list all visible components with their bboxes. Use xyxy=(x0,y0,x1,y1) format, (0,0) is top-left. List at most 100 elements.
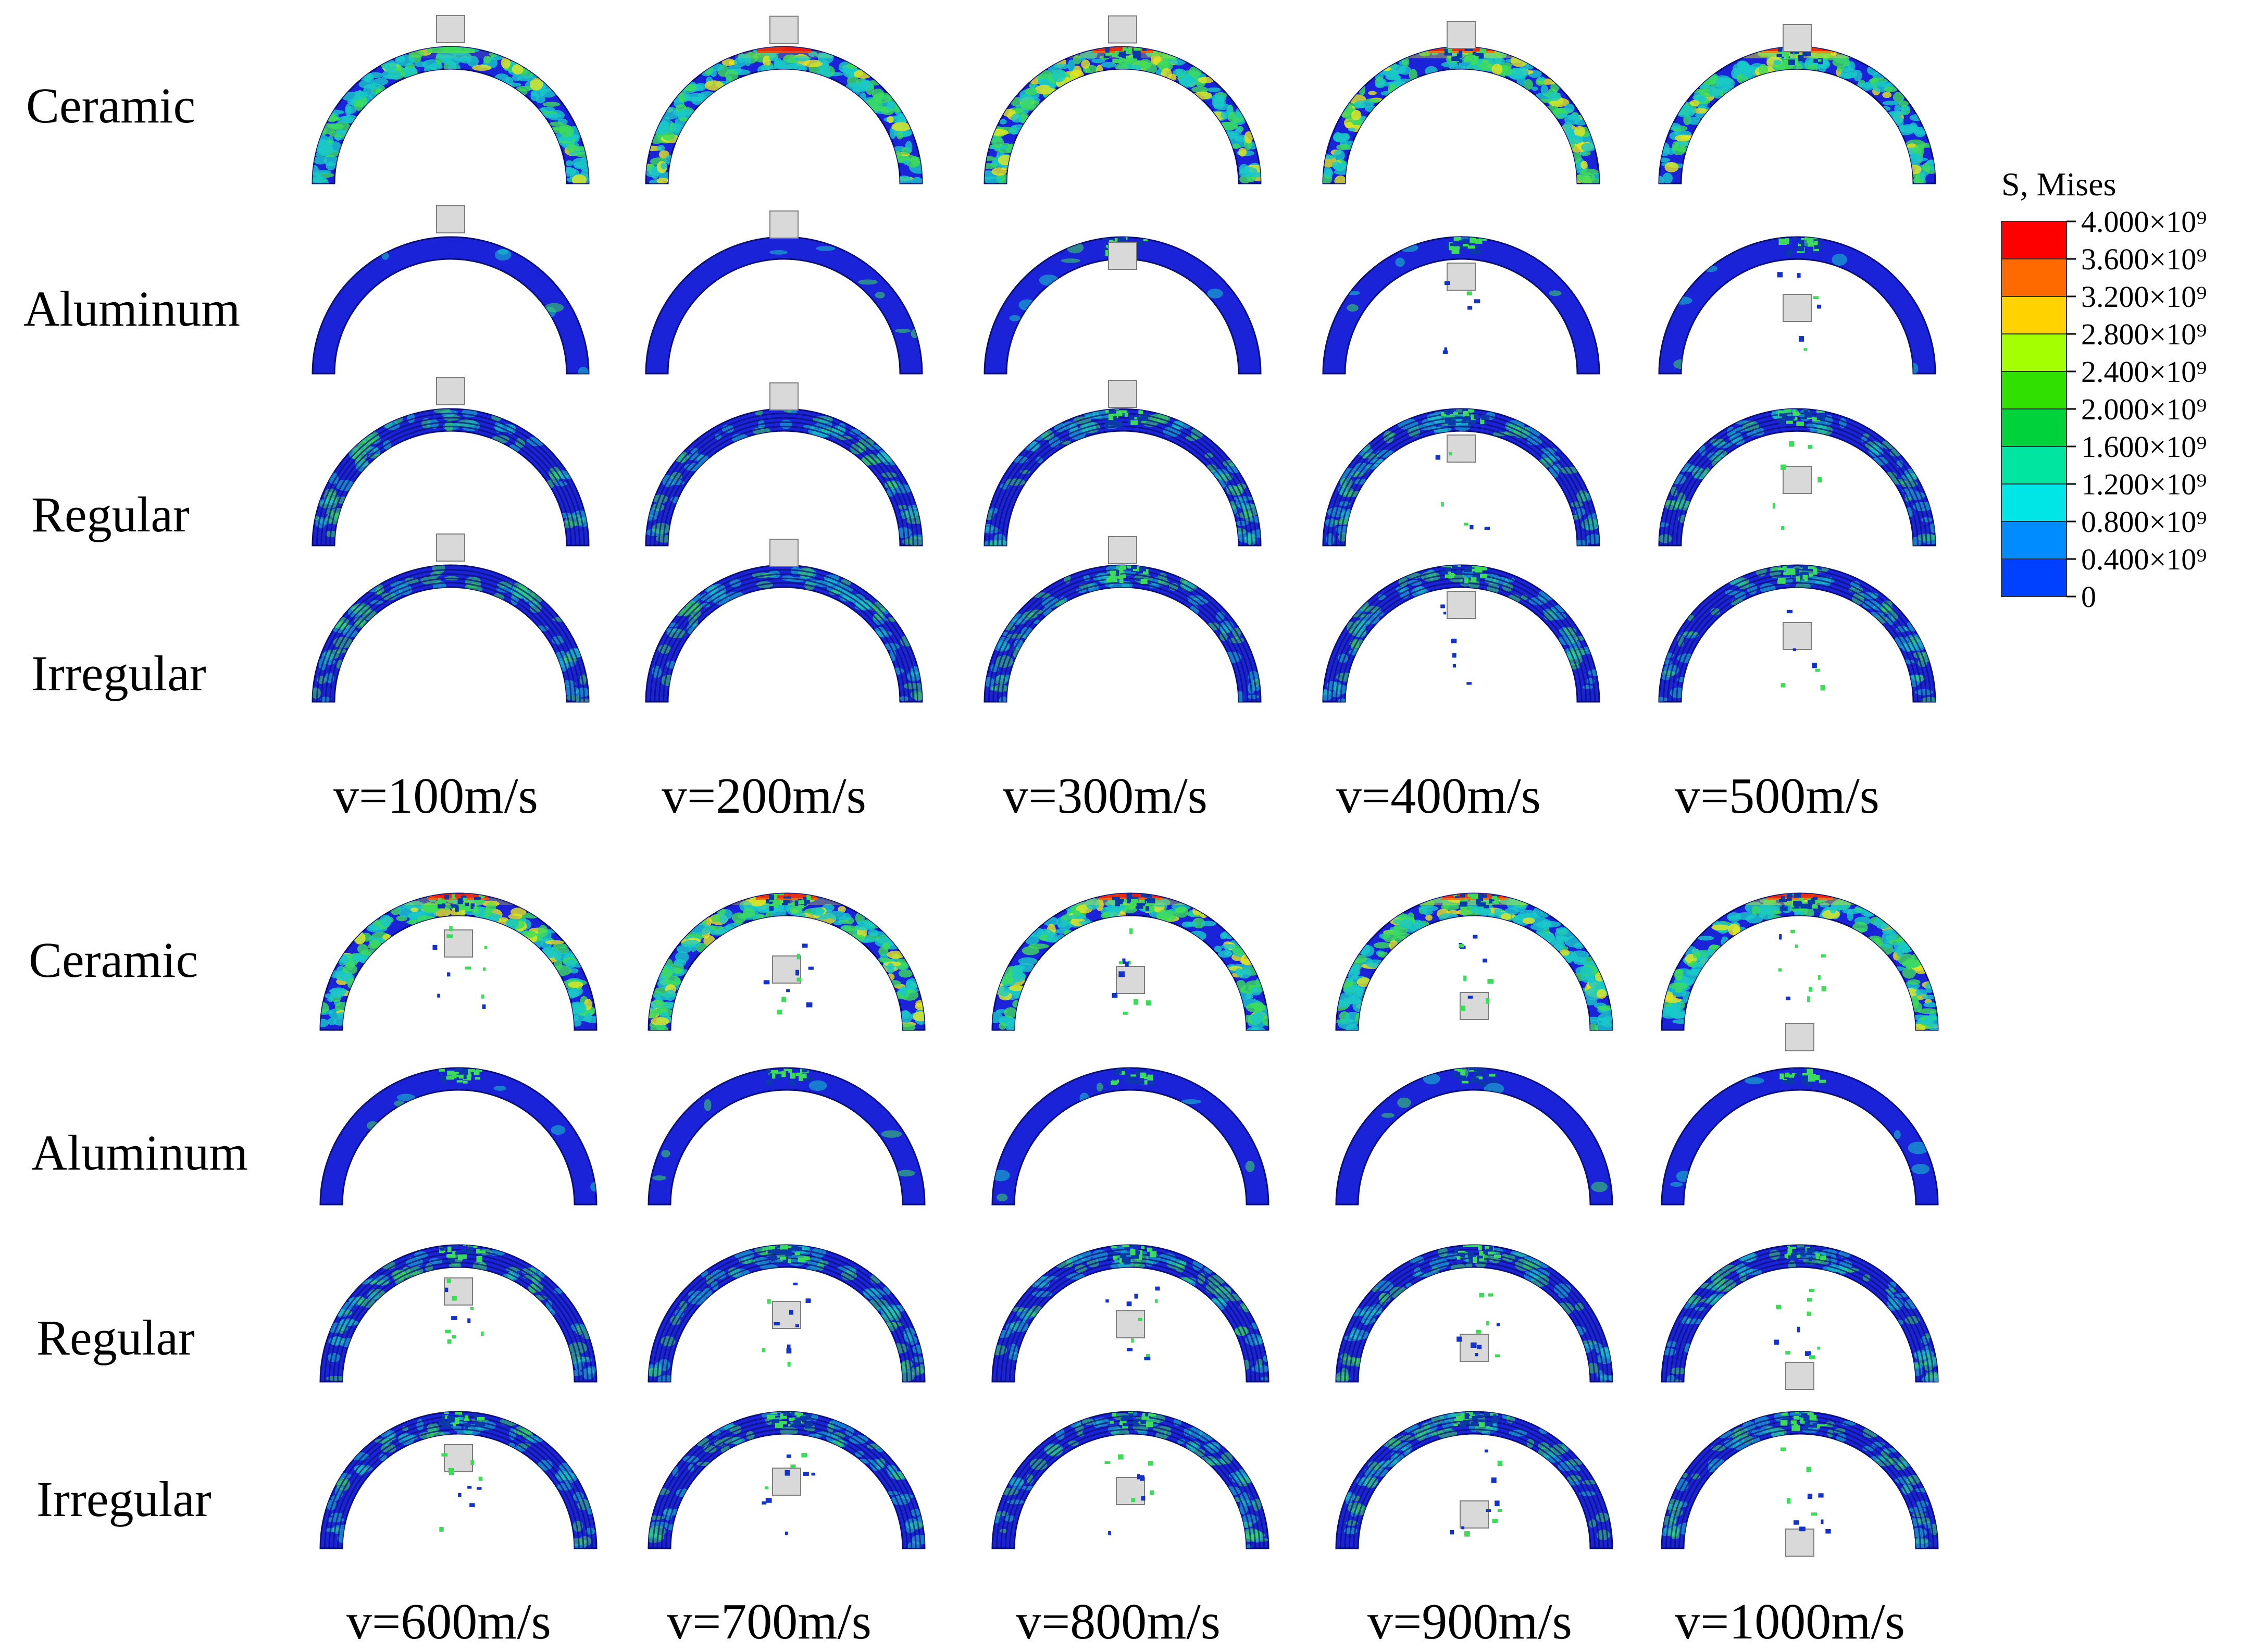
projectile xyxy=(1783,466,1812,494)
arch-0-3-2 xyxy=(983,536,1262,703)
row-label-aluminum: Aluminum xyxy=(23,281,240,337)
legend-tick-label: 1.600×10⁹ xyxy=(2081,430,2207,464)
arch-0-1-0 xyxy=(312,205,590,375)
projectile xyxy=(1116,966,1145,994)
arch-1-3-2 xyxy=(991,1411,1269,1549)
arch-body xyxy=(1658,236,1936,375)
arch-1-0-3 xyxy=(1335,892,1613,1031)
arch-1-1-2 xyxy=(991,1067,1269,1206)
velocity-label: v=200m/s xyxy=(662,768,866,824)
arch-0-0-1 xyxy=(645,16,923,184)
legend-tick-label: 2.800×10⁹ xyxy=(2081,317,2207,351)
arch-0-2-2 xyxy=(983,380,1262,546)
arch-body xyxy=(319,1067,597,1206)
projectile xyxy=(444,1444,473,1472)
projectile xyxy=(1108,15,1137,44)
arch-1-3-3 xyxy=(1335,1411,1613,1549)
row-label-ceramic: Ceramic xyxy=(29,932,198,988)
arch-0-1-1 xyxy=(645,210,923,375)
arch-body xyxy=(645,236,923,375)
legend-tick-label: 4.000×10⁹ xyxy=(2081,205,2207,239)
legend-swatch xyxy=(2001,333,2067,372)
arch-body xyxy=(1661,1067,1939,1206)
legend-tick-label: 0.400×10⁹ xyxy=(2081,542,2207,576)
legend-tick-label: 3.600×10⁹ xyxy=(2081,242,2207,276)
row-label-irregular: Irregular xyxy=(31,645,206,701)
arch-1-1-4 xyxy=(1661,1067,1939,1206)
projectile xyxy=(769,16,799,44)
velocity-label: v=300m/s xyxy=(1003,768,1207,824)
projectile xyxy=(436,15,465,43)
arch-1-0-0 xyxy=(319,892,597,1031)
legend-swatch xyxy=(2001,446,2067,485)
row-label-aluminum: Aluminum xyxy=(31,1125,248,1181)
velocity-label: v=100m/s xyxy=(333,768,538,824)
arch-1-0-4 xyxy=(1661,892,1939,1051)
legend-tick-label: 2.000×10⁹ xyxy=(2081,392,2207,426)
arch-0-1-2 xyxy=(983,236,1262,375)
velocity-label: v=500m/s xyxy=(1675,768,1879,824)
row-label-regular: Regular xyxy=(31,487,190,542)
projectile xyxy=(1108,536,1137,564)
velocity-label: v=900m/s xyxy=(1367,1594,1572,1650)
arch-1-2-0 xyxy=(319,1244,597,1383)
velocity-label: v=700m/s xyxy=(667,1594,872,1650)
projectile xyxy=(1785,1023,1814,1051)
arch-1-3-1 xyxy=(648,1411,926,1549)
velocity-label: v=1000m/s xyxy=(1675,1594,1905,1650)
velocity-label: v=600m/s xyxy=(346,1594,551,1650)
arch-body xyxy=(1661,1244,1939,1383)
legend-swatch xyxy=(2001,483,2067,522)
legend-swatch xyxy=(2001,371,2067,409)
legend-swatch xyxy=(2001,221,2067,259)
projectile xyxy=(444,929,473,958)
legend-tick-label: 3.200×10⁹ xyxy=(2081,280,2207,314)
arch-1-1-0 xyxy=(319,1067,597,1206)
arch-1-3-0 xyxy=(319,1411,597,1549)
arch-1-2-2 xyxy=(991,1244,1269,1383)
projectile xyxy=(1785,1529,1814,1557)
projectile xyxy=(1108,380,1137,408)
arch-1-0-2 xyxy=(991,892,1269,1031)
arch-0-2-1 xyxy=(645,382,923,546)
arch-0-2-0 xyxy=(312,377,590,546)
legend-swatch xyxy=(2001,296,2067,334)
arch-body xyxy=(983,236,1262,375)
arch-body xyxy=(645,408,923,546)
projectile xyxy=(1116,1477,1145,1505)
projectile xyxy=(1116,1310,1145,1338)
projectile xyxy=(1447,434,1476,463)
row-label-regular: Regular xyxy=(36,1310,195,1365)
legend-swatch xyxy=(2001,558,2067,597)
projectile xyxy=(436,205,465,233)
legend-tick-label: 2.400×10⁹ xyxy=(2081,355,2207,389)
projectile xyxy=(1447,263,1476,291)
arch-0-1-3 xyxy=(1322,236,1600,375)
arch-body xyxy=(648,1067,926,1206)
arch-body xyxy=(312,236,590,375)
arch-body xyxy=(991,1067,1269,1206)
projectile xyxy=(1783,24,1812,52)
projectile xyxy=(1785,1362,1814,1390)
arch-1-3-4 xyxy=(1661,1411,1939,1557)
arch-0-1-4 xyxy=(1658,236,1936,375)
arch-0-3-4 xyxy=(1658,564,1936,703)
arch-1-2-4 xyxy=(1661,1244,1939,1390)
projectile xyxy=(1460,1500,1489,1529)
arch-body xyxy=(1322,236,1600,375)
projectile xyxy=(1447,21,1476,49)
velocity-label: v=800m/s xyxy=(1016,1594,1221,1650)
projectile xyxy=(1783,622,1812,650)
legend-swatch xyxy=(2001,258,2067,297)
projectile xyxy=(769,382,799,411)
projectile xyxy=(436,377,465,405)
arch-1-1-1 xyxy=(648,1067,926,1206)
projectile xyxy=(772,955,801,984)
arch-1-1-3 xyxy=(1335,1067,1613,1206)
projectile xyxy=(769,539,799,567)
legend-tick-label: 0.800×10⁹ xyxy=(2081,505,2207,539)
arch-body xyxy=(1335,1067,1613,1206)
arch-1-0-1 xyxy=(648,892,926,1031)
